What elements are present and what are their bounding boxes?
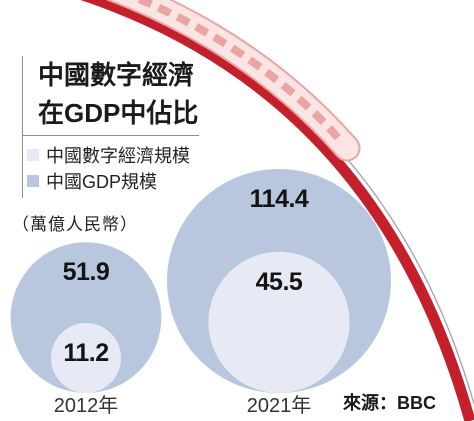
- value-label-digital-economy-2021: 45.5: [256, 268, 303, 296]
- bubble-group-2021: 114.4 45.5 2021年: [167, 169, 391, 417]
- year-label-2012: 2012年: [54, 394, 119, 417]
- legend-label-gdp: 中國GDP規模: [46, 172, 158, 192]
- unit-label: （萬億人民幣）: [12, 215, 138, 234]
- red-track-arc: [80, 0, 474, 421]
- title-legend-box: 中國數字經濟 在GDP中佔比 中國數字經濟規模 中國GDP規模: [22, 56, 199, 198]
- value-label-gdp-2012: 51.9: [63, 258, 110, 286]
- bubble-digital-economy-2021: [208, 251, 350, 393]
- bubble-gdp-2012: [10, 242, 162, 393]
- legend-swatch-gdp: [27, 175, 39, 187]
- train-illustration: [105, 0, 361, 162]
- source-credit: 來源：BBC: [343, 393, 436, 413]
- chart-title: 中國數字經濟 在GDP中佔比: [38, 60, 199, 128]
- value-label-gdp-2021: 114.4: [250, 185, 309, 213]
- bubble-group-2012: 51.9 11.2 2012年: [10, 242, 162, 417]
- value-label-digital-economy-2012: 11.2: [63, 339, 108, 367]
- legend-swatch-digital-economy: [27, 149, 39, 161]
- legend-item-gdp: 中國GDP規模: [27, 168, 199, 194]
- legend-item-digital-economy: 中國數字經濟規模: [27, 142, 199, 168]
- legend: 中國數字經濟規模 中國GDP規模: [23, 135, 199, 198]
- year-label-2021: 2021年: [247, 394, 312, 417]
- bubble-digital-economy-2012: [51, 323, 121, 393]
- legend-label-digital-economy: 中國數字經濟規模: [46, 146, 190, 166]
